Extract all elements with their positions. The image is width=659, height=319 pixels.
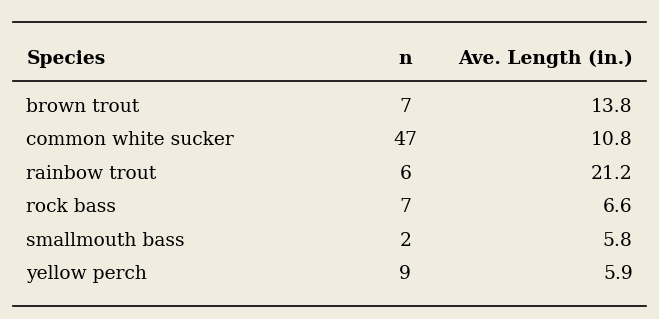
Text: 7: 7 — [399, 198, 411, 216]
Text: 5.9: 5.9 — [603, 265, 633, 283]
Text: rainbow trout: rainbow trout — [26, 165, 157, 183]
Text: 10.8: 10.8 — [591, 131, 633, 149]
Text: 47: 47 — [393, 131, 417, 149]
Text: Species: Species — [26, 50, 105, 68]
Text: 5.8: 5.8 — [603, 232, 633, 250]
Text: common white sucker: common white sucker — [26, 131, 234, 149]
Text: smallmouth bass: smallmouth bass — [26, 232, 185, 250]
Text: 6.6: 6.6 — [603, 198, 633, 216]
Text: yellow perch: yellow perch — [26, 265, 147, 283]
Text: Ave. Length (in.): Ave. Length (in.) — [458, 50, 633, 68]
Text: 13.8: 13.8 — [591, 98, 633, 116]
Text: 9: 9 — [399, 265, 411, 283]
Text: brown trout: brown trout — [26, 98, 140, 116]
Text: n: n — [399, 50, 412, 68]
Text: 2: 2 — [399, 232, 411, 250]
Text: 21.2: 21.2 — [591, 165, 633, 183]
Text: 7: 7 — [399, 98, 411, 116]
Text: rock bass: rock bass — [26, 198, 117, 216]
Text: 6: 6 — [399, 165, 411, 183]
